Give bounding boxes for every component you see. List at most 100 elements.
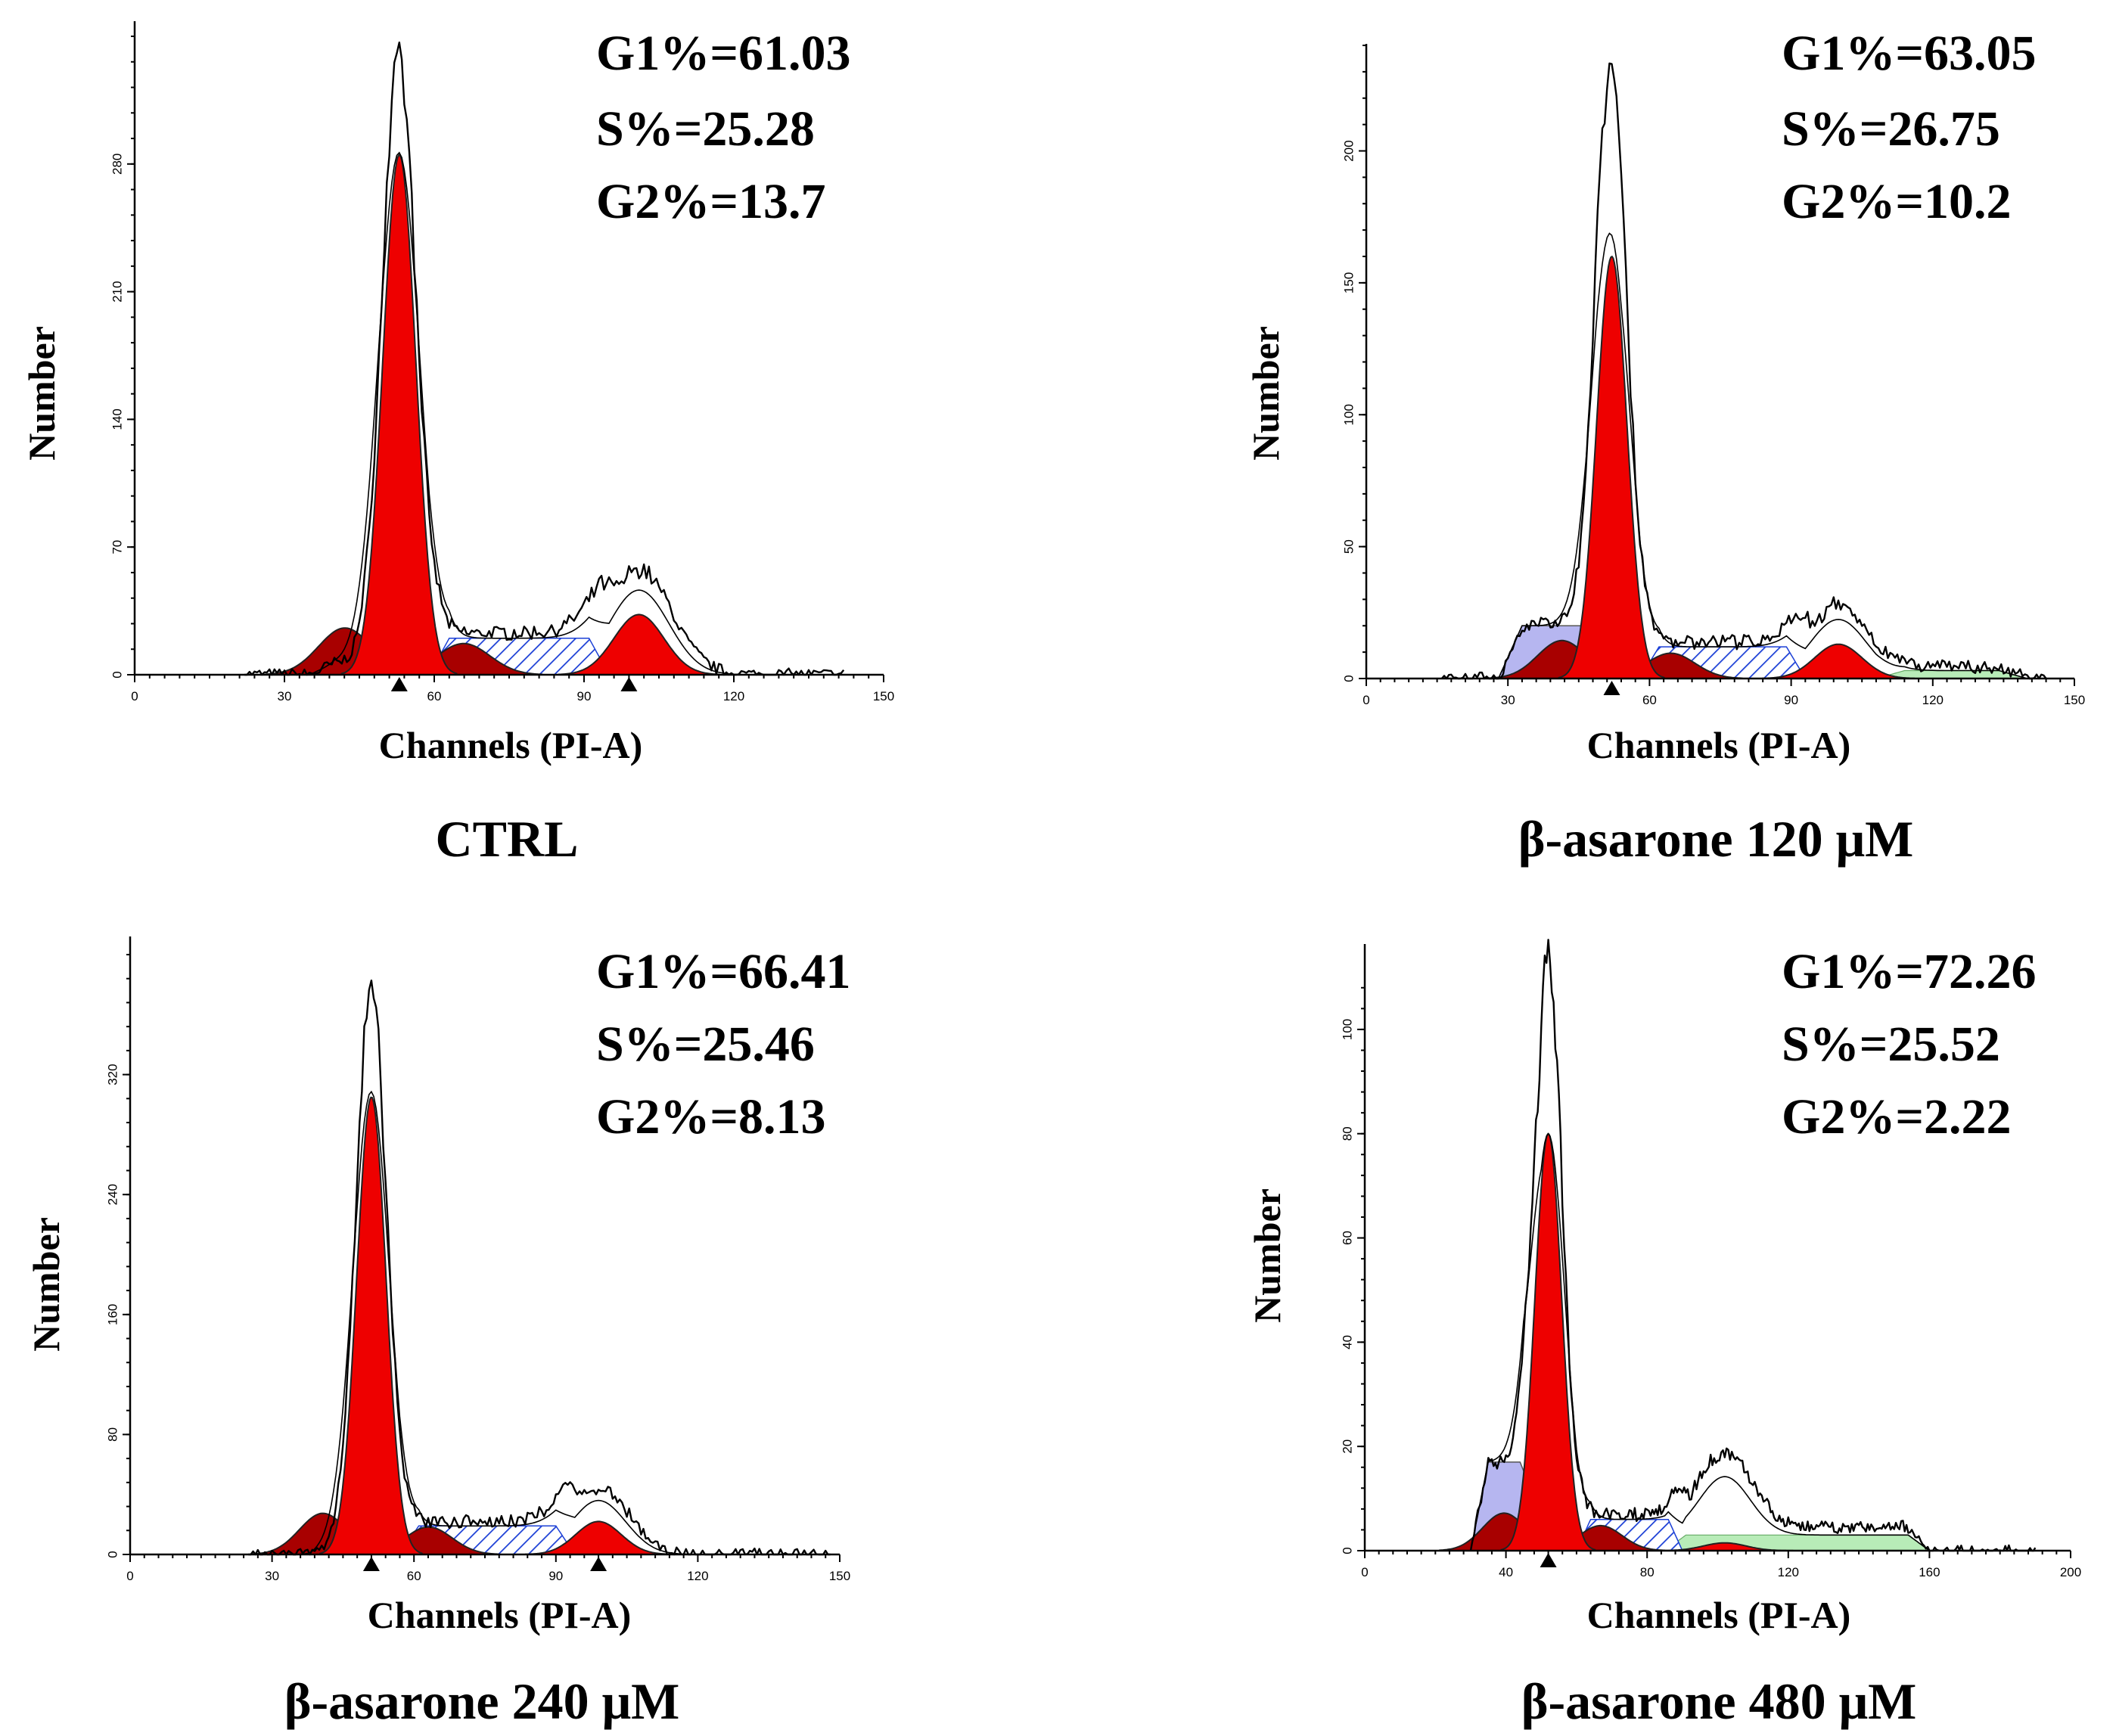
y-axis-label: Number: [20, 326, 63, 461]
s-percent: S%=25.46: [596, 1017, 815, 1072]
x-tick-label: 120: [1922, 693, 1944, 707]
x-tick-label: 150: [873, 689, 894, 703]
y-tick-label: 280: [110, 154, 124, 175]
y-tick-label: 150: [1341, 272, 1356, 293]
x-tick-label: 30: [278, 689, 292, 703]
x-tick-label: 80: [1640, 1565, 1655, 1579]
chart-area: [244, 41, 845, 691]
y-tick-label: 140: [110, 408, 124, 430]
chart-area: [1440, 62, 2047, 695]
chart-area: [1439, 939, 2037, 1567]
x-tick-label: 150: [2064, 693, 2085, 707]
y-axis-label: Number: [1246, 1188, 1288, 1323]
x-tick-label: 60: [427, 689, 442, 703]
peak-marker-1: [620, 677, 638, 691]
y-tick-label: 200: [1341, 140, 1356, 161]
g1-peak: [340, 154, 458, 675]
x-tick-label: 30: [1501, 693, 1515, 707]
y-tick-label: 320: [105, 1064, 120, 1085]
panel-caption: β-asarone 480 μM: [1521, 1672, 1917, 1730]
histogram-data-line: [248, 980, 831, 1556]
y-tick-label: 60: [1340, 1231, 1354, 1245]
x-tick-label: 90: [577, 689, 592, 703]
panel-caption: β-asarone 240 μM: [284, 1672, 680, 1730]
x-tick-label: 60: [407, 1569, 421, 1583]
y-tick-label: 40: [1340, 1335, 1354, 1349]
g1-peak: [319, 1096, 424, 1555]
x-tick-label: 160: [1919, 1565, 1940, 1579]
x-axis-label: Channels (PI-A): [1587, 724, 1851, 766]
x-tick-label: 60: [1642, 693, 1657, 707]
g1-percent: G1%=72.26: [1782, 944, 2036, 999]
model-fit-line: [248, 1090, 831, 1555]
peak-marker-0: [1540, 1553, 1557, 1567]
x-axis-label: Channels (PI-A): [368, 1594, 632, 1636]
y-tick-label: 70: [110, 540, 124, 554]
y-tick-label: 80: [1340, 1126, 1354, 1141]
x-tick-label: 0: [131, 689, 138, 703]
x-tick-label: 120: [723, 689, 744, 703]
g1-percent: G1%=63.05: [1782, 26, 2036, 81]
s-percent: S%=26.75: [1782, 101, 2000, 157]
g2-peak: [525, 1520, 672, 1555]
histogram-panel-ctrl: 0 30 60 90 120 150 0 70 140 210 280 Number Channel…: [20, 21, 894, 868]
y-axis-label: Number: [1244, 326, 1287, 461]
x-tick-label: 200: [2060, 1565, 2081, 1579]
g2-percent: G2%=8.13: [596, 1089, 825, 1144]
peak-marker-1: [590, 1557, 607, 1571]
histogram-data-line: [1440, 62, 2047, 680]
g2-percent: G2%=10.2: [1782, 174, 2011, 229]
histogram-panel-asarone-240: 0 30 60 90 120 150 0 80 160 240 320 Number Channel…: [25, 936, 850, 1730]
axis-ticks: 0 30 60 90 120 150 0 70 140 210 280: [110, 36, 894, 703]
x-tick-label: 0: [1363, 693, 1369, 707]
model-fit-line: [244, 151, 844, 675]
x-tick-label: 90: [1784, 693, 1798, 707]
x-tick-label: 150: [829, 1569, 850, 1583]
x-tick-label: 90: [548, 1569, 563, 1583]
peak-marker-0: [390, 677, 408, 691]
peak-marker-0: [1603, 681, 1620, 695]
histogram-panel-asarone-480: 0 40 80 120 160 200 0 20 40 60 80 100 Number Channe…: [1246, 939, 2081, 1730]
y-tick-label: 100: [1340, 1019, 1354, 1040]
histogram-data-line: [244, 41, 845, 676]
panel-caption: CTRL: [436, 810, 579, 868]
g1-peak: [1558, 255, 1667, 679]
histogram-panel-asarone-120: 0 30 60 90 120 150 0 50 100 150 200 Number Channel…: [1244, 26, 2085, 868]
y-tick-label: 160: [105, 1304, 120, 1325]
y-tick-label: 210: [110, 281, 124, 302]
y-tick-label: 0: [1341, 675, 1356, 682]
y-tick-label: 100: [1341, 404, 1356, 425]
y-tick-label: 50: [1341, 539, 1356, 554]
panel-caption: β-asarone 120 μM: [1518, 810, 1914, 868]
g1-percent: G1%=66.41: [596, 944, 850, 999]
x-tick-label: 120: [1778, 1565, 1799, 1579]
y-axis-label: Number: [25, 1217, 67, 1352]
x-tick-label: 40: [1499, 1565, 1513, 1579]
y-tick-label: 240: [105, 1184, 120, 1205]
axis-ticks: 0 30 60 90 120 150 0 80 160 240 320: [105, 954, 850, 1583]
peak-marker-0: [362, 1557, 380, 1571]
x-tick-label: 30: [265, 1569, 279, 1583]
g1-percent: G1%=61.03: [596, 26, 850, 81]
y-tick-label: 0: [110, 671, 124, 678]
axis-ticks: 0 30 60 90 120 150 0 50 100 150 200: [1341, 45, 2085, 707]
y-tick-label: 80: [105, 1427, 120, 1442]
x-axis-label: Channels (PI-A): [379, 724, 643, 766]
x-axis-label: Channels (PI-A): [1587, 1594, 1851, 1636]
g2-percent: G2%=2.22: [1782, 1089, 2011, 1144]
axis-ticks: 0 40 80 120 160 200 0 20 40 60 80 100: [1340, 986, 2081, 1579]
s-percent: S%=25.28: [596, 101, 815, 157]
g2-peak: [1762, 643, 1915, 679]
s-percent: S%=25.52: [1782, 1017, 2000, 1072]
x-tick-label: 0: [1361, 1565, 1368, 1579]
g2-peak: [558, 613, 720, 675]
x-tick-label: 0: [126, 1569, 133, 1583]
y-tick-label: 0: [105, 1551, 120, 1557]
y-tick-label: 20: [1340, 1439, 1354, 1454]
x-tick-label: 120: [687, 1569, 708, 1583]
y-tick-label: 0: [1340, 1547, 1354, 1554]
g2-percent: G2%=13.7: [596, 174, 825, 229]
model-fit-line: [1441, 232, 2046, 679]
chart-area: [248, 980, 831, 1571]
